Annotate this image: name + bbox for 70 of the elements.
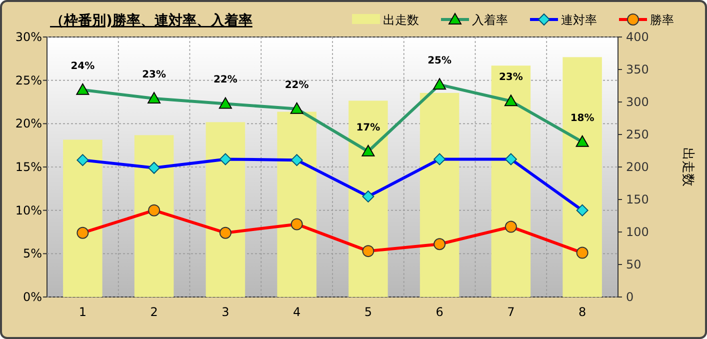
point	[290, 218, 303, 230]
point	[76, 154, 89, 166]
x-tick-label: 8	[578, 305, 586, 319]
y2-axis-title: 出走数	[680, 148, 695, 186]
y-tick-label: 25%	[15, 73, 42, 88]
point	[76, 226, 89, 239]
y2-tick-label: 350	[626, 62, 649, 76]
bar	[277, 112, 316, 297]
point	[434, 153, 446, 166]
point	[576, 135, 589, 147]
bar	[134, 135, 174, 297]
data-label: 22%	[213, 74, 238, 86]
data-label: 25%	[428, 56, 452, 67]
point	[362, 245, 374, 258]
y-tick-label: 10%	[15, 203, 42, 218]
chart-title: （枠番別)勝率、連対率、入着率	[50, 12, 252, 29]
legend-label: 連対率	[561, 13, 597, 27]
data-label: 24%	[70, 60, 95, 72]
point	[148, 162, 160, 174]
y-tick-label: 0%	[22, 290, 42, 304]
y-tick-label: 20%	[15, 116, 42, 131]
point	[290, 102, 304, 114]
point	[362, 190, 374, 202]
y-tick-label: 5%	[22, 246, 42, 261]
point	[504, 94, 518, 106]
bar	[206, 122, 246, 297]
x-tick-label: 4	[292, 305, 301, 319]
point	[219, 226, 232, 239]
legend-label: 入着率	[472, 13, 508, 27]
legend-label: 出走数	[383, 13, 419, 27]
y2-tick-label: 50	[626, 258, 642, 272]
bar	[562, 57, 602, 297]
point	[148, 204, 160, 216]
bar	[348, 100, 388, 297]
legend-label: 勝率	[650, 13, 674, 27]
point	[290, 154, 303, 166]
data-label: 23%	[498, 72, 523, 84]
data-label: 22%	[284, 80, 309, 91]
y2-tick-label: 100	[626, 225, 649, 239]
bar	[420, 92, 460, 297]
data-label: 17%	[356, 122, 380, 134]
y2-tick-label: 400	[626, 30, 649, 44]
data-label: 18%	[570, 112, 594, 124]
point	[576, 204, 588, 216]
point	[76, 83, 90, 95]
point	[433, 78, 446, 90]
x-tick-label: 2	[150, 305, 158, 319]
x-tick-label: 6	[436, 305, 444, 319]
y-tick-label: 15%	[15, 160, 42, 174]
y2-tick-label: 200	[626, 160, 649, 174]
point	[434, 238, 446, 250]
point	[148, 92, 161, 104]
point	[504, 220, 517, 233]
x-tick-label: 7	[507, 305, 515, 319]
x-tick-label: 1	[78, 305, 87, 319]
point	[219, 153, 232, 166]
x-tick-label: 5	[364, 305, 372, 319]
y2-tick-label: 150	[626, 192, 649, 206]
y-tick-label: 30%	[15, 30, 42, 44]
y2-tick-label: 300	[626, 95, 649, 109]
x-tick-label: 3	[222, 305, 230, 319]
bar	[63, 140, 102, 297]
bar	[491, 66, 531, 297]
point	[504, 153, 517, 166]
y2-tick-label: 0	[626, 290, 634, 304]
point	[218, 97, 232, 109]
data-label: 23%	[142, 70, 166, 81]
y2-tick-label: 250	[626, 128, 649, 142]
point	[576, 246, 588, 259]
point	[362, 144, 375, 156]
